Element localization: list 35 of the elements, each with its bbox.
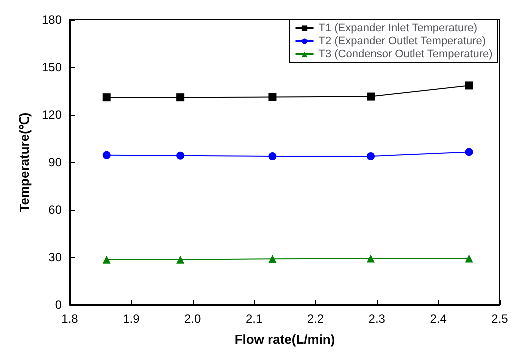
point (465, 254, 474, 263)
legend-label: T2 (Expander Outlet Temperature) (318, 36, 486, 48)
point (268, 93, 277, 102)
x-tick-label: 2.0 (184, 312, 202, 326)
point (465, 82, 474, 90)
x-tick-label: 1.9 (123, 312, 140, 326)
x-tick-label: 2.5 (492, 312, 509, 326)
point (176, 152, 185, 160)
x-tick-label: 2.4 (430, 312, 448, 326)
y-tick-label: 30 (48, 250, 62, 264)
y-tick-label: 120 (42, 108, 62, 122)
y-tick-label: 150 (42, 60, 62, 74)
x-tick-label: 2.3 (368, 312, 386, 326)
y-tick-label: 60 (48, 203, 62, 217)
y-axis-title: Temperature(℃) (17, 112, 32, 212)
y-tick-label: 0 (55, 298, 62, 312)
point (367, 92, 375, 101)
x-tick-label: 1.8 (62, 312, 79, 326)
legend-label: T3 (Condensor Outlet Temperature) (318, 48, 493, 60)
point (176, 94, 185, 102)
x-axis-title: Flow rate(L/min) (234, 332, 336, 347)
point (268, 152, 277, 160)
x-tick-label: 2.2 (307, 312, 324, 326)
point (268, 255, 277, 264)
point (176, 256, 185, 264)
y-tick-label: 180 (42, 13, 62, 27)
point (102, 151, 111, 160)
point (367, 254, 375, 263)
point (102, 94, 111, 102)
point (465, 148, 474, 156)
x-tick-label: 2.1 (246, 312, 263, 326)
y-tick-label: 90 (48, 156, 62, 170)
legend-label: T1 (Expander Inlet Temperature) (318, 22, 478, 34)
point (367, 152, 375, 160)
point (102, 256, 111, 264)
